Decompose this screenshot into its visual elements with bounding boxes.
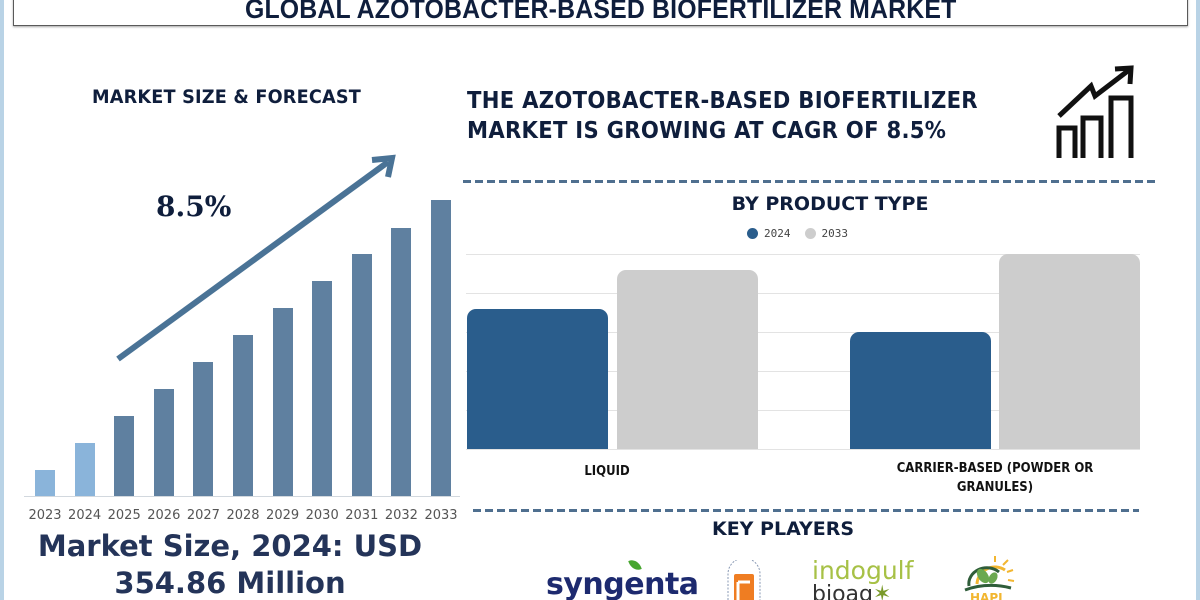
year-label-2033: 2033 [424,508,458,523]
cagr-headline-line-2: MARKET IS GROWING AT CAGR OF 8.5% [467,118,947,144]
grid-line [466,410,1140,411]
cagr-headline: THE AZOTOBACTER-BASED BIOFERTILIZER MARK… [467,86,978,146]
forecast-bar-2027 [193,362,214,496]
category-label-liquid: LIQUID [540,462,675,481]
syngenta-logo: syngenta [546,557,699,600]
year-label-2027: 2027 [186,508,220,523]
grid-line [466,254,1140,255]
product-bar-liquid-2033 [617,269,758,449]
title-banner: GLOBAL AZOTOBACTER-BASED BIOFERTILIZER M… [13,0,1188,26]
year-label-2030: 2030 [305,508,339,523]
legend-item-2033: 2033 [804,227,849,240]
market-size-line-2: 354.86 Million [114,566,346,600]
growth-chart-icon [1056,65,1134,158]
forecast-bar-2025 [114,416,135,496]
syngenta-wordmark: syngenta [546,567,699,600]
growth-arrow-icon [116,154,396,362]
category-label-line: CARRIER-BASED (POWDER OR [896,461,1094,476]
cagr-label: 8.5% [156,190,232,223]
forecast-bar-2032 [391,228,412,496]
forecast-bar-2030 [312,281,333,496]
key-players-heading: KEY PLAYERS [711,518,855,540]
legend-dot-2024-icon [747,228,758,239]
grid-line [466,332,1140,333]
forecast-bar-2028 [233,335,253,496]
grid-line [466,449,1140,450]
hapl-logo: HAPL [964,556,1015,600]
product-bar-carrier-based-2024 [850,332,991,449]
market-size-heading: MARKET SIZE & FORECAST [92,86,362,108]
product-type-heading: BY PRODUCT TYPE [731,193,929,215]
year-label-2023: 2023 [28,508,62,523]
year-label-2029: 2029 [266,508,300,523]
frame-border-right [1196,0,1200,600]
cagr-headline-line-1: THE AZOTOBACTER-BASED BIOFERTILIZER [467,88,978,114]
year-label-2031: 2031 [345,508,379,523]
year-label-2032: 2032 [384,508,418,523]
forecast-bar-2023 [35,470,55,496]
page-title: GLOBAL AZOTOBACTER-BASED BIOFERTILIZER M… [244,0,957,24]
forecast-bar-2026 [153,389,174,496]
legend-label-2024: 2024 [764,227,791,240]
year-label-2024: 2024 [68,508,102,523]
market-forecast-chart: 2023 2024 2025 2026 2027 2028 2029 2030 2031 2032… [0,0,470,540]
year-label-2028: 2028 [226,508,260,523]
indogulf-bioag-logo: indogulf bioag✶ [812,558,922,600]
year-label-2025: 2025 [107,508,141,523]
section-divider-top [463,180,1157,183]
year-label-2026: 2026 [147,508,181,523]
market-size-summary: Market Size, 2024: USD 354.86 Million [0,528,460,600]
gsfc-logo [727,560,761,600]
indogulf-wordmark: indogulf [812,556,914,585]
forecast-bar-2033 [431,200,451,496]
legend-dot-2033-icon [804,228,816,239]
forecast-bar-2031 [351,254,372,496]
section-divider-bottom [473,509,1139,512]
market-size-line-1: Market Size, 2024: USD [37,529,423,563]
grid-line [466,371,1140,372]
chart-legend: 2024 2033 [747,227,848,240]
product-bar-liquid-2024 [467,308,608,449]
category-label-line: LIQUID [584,464,630,479]
category-label-carrier-based: CARRIER-BASED (POWDER OR GRANULES) [869,459,1121,497]
grid-line [466,293,1140,294]
frame-border-left [0,0,4,600]
category-label-line: GRANULES) [956,480,1034,495]
bioag-wordmark: bioag✶ [812,582,892,600]
x-axis-line [24,496,460,497]
forecast-bar-2024 [74,443,95,496]
legend-item-2024: 2024 [747,227,791,240]
product-bar-carrier-based-2033 [999,254,1140,449]
forecast-bar-2029 [272,308,293,496]
svg-text:HAPL: HAPL [970,591,1006,600]
legend-label-2033: 2033 [821,227,849,240]
